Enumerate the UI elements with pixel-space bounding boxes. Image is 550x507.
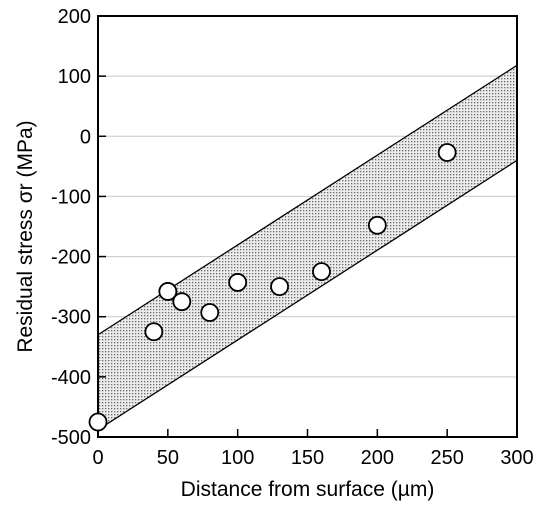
data-point — [270, 277, 289, 297]
data-point — [367, 215, 387, 235]
y-tick-label: 0 — [80, 126, 91, 148]
x-tick-label: 200 — [361, 447, 394, 469]
confidence-band — [97, 64, 518, 431]
data-point — [158, 282, 178, 301]
data-point — [144, 322, 164, 342]
y-tick-label: 100 — [58, 66, 91, 88]
y-tick-label: -100 — [51, 186, 91, 208]
band-fill — [98, 65, 517, 430]
y-axis-label: Residual stress σr (MPa) — [14, 120, 37, 352]
data-point — [88, 412, 108, 432]
y-tick-label: 200 — [58, 6, 91, 28]
x-tick-label: 150 — [291, 447, 324, 469]
y-tick-label: -400 — [51, 367, 91, 389]
x-tick-label: 100 — [221, 447, 254, 469]
x-axis-label: Distance from surface (µm) — [181, 478, 435, 501]
x-tick-label: 250 — [430, 447, 463, 469]
x-tick-label: 300 — [500, 447, 533, 469]
data-point — [172, 292, 192, 312]
x-tick-label: 50 — [157, 447, 179, 469]
y-tick-label: -200 — [51, 247, 91, 269]
x-tick-labels: 0 50 100 150 200 250 300 — [92, 447, 533, 469]
data-point — [200, 303, 220, 322]
data-point — [437, 143, 457, 162]
plot-frame — [97, 15, 518, 438]
x-tick-label: 0 — [92, 447, 103, 469]
y-tick-label: -300 — [51, 307, 91, 329]
y-tick-label: -500 — [51, 427, 91, 449]
data-point — [312, 262, 331, 282]
y-tick-labels: 200 100 0 -100 -200 -300 -400 -500 — [51, 6, 91, 449]
data-points — [88, 143, 457, 432]
band-lower-line — [97, 159, 518, 431]
data-point — [228, 273, 248, 292]
